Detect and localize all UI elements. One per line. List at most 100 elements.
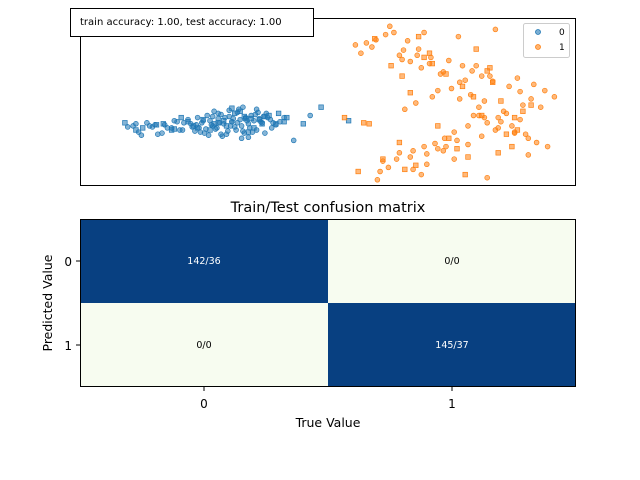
scatter-legend: 0 1 bbox=[523, 23, 570, 58]
scatter-point-class-0-train bbox=[204, 112, 210, 119]
scatter-point-class-1-train bbox=[407, 58, 414, 65]
scatter-point-class-1-test bbox=[509, 143, 515, 150]
scatter-point-class-1-train bbox=[481, 98, 488, 104]
scatter-point-class-1-train bbox=[459, 62, 466, 69]
scatter-point-class-0-test bbox=[160, 121, 166, 127]
scatter-point-class-1-train bbox=[522, 131, 529, 137]
y-tick-label-0: 0 bbox=[64, 255, 72, 269]
x-axis-label: True Value bbox=[295, 415, 361, 430]
scatter-point-class-0-train bbox=[124, 124, 131, 130]
scatter-point-class-0-train bbox=[290, 137, 297, 144]
accuracy-annotation: train accuracy: 1.00, test accuracy: 1.0… bbox=[70, 8, 314, 37]
scatter-point-class-1-train bbox=[520, 102, 526, 108]
scatter-point-class-1-train bbox=[455, 33, 462, 40]
scatter-point-class-1-train bbox=[476, 104, 482, 110]
scatter-point-class-1-train bbox=[456, 79, 463, 86]
scatter-point-class-0-test bbox=[232, 110, 238, 117]
scatter-point-class-1-train bbox=[432, 140, 438, 147]
scatter-point-class-1-train bbox=[396, 52, 403, 59]
scatter-point-class-1-train bbox=[418, 171, 425, 178]
scatter-point-class-1-train bbox=[451, 129, 457, 135]
scatter-point-class-1-test bbox=[503, 131, 510, 137]
matrix-cell-label-0-0: 142/36 bbox=[187, 256, 220, 267]
scatter-point-class-1-train bbox=[525, 135, 532, 142]
scatter-point-class-0-test bbox=[133, 127, 139, 133]
scatter-point-class-0-train bbox=[262, 130, 268, 136]
scatter-point-class-1-test bbox=[421, 54, 427, 61]
scatter-point-class-0-test bbox=[248, 115, 254, 122]
scatter-point-class-1-test bbox=[495, 150, 501, 156]
scatter-point-class-0-test bbox=[178, 114, 184, 121]
scatter-point-class-1-test bbox=[399, 73, 405, 79]
scatter-point-class-0-test bbox=[345, 118, 352, 124]
scatter-point-class-1-test bbox=[388, 63, 394, 69]
scatter-point-class-1-train bbox=[414, 52, 420, 59]
scatter-point-class-0-test bbox=[221, 118, 227, 124]
scatter-point-class-0-test bbox=[318, 104, 324, 110]
scatter-point-class-0-test bbox=[273, 121, 279, 127]
matrix-cell-label-0-1: 0/0 bbox=[444, 256, 459, 267]
scatter-point-class-0-train bbox=[268, 125, 275, 131]
scatter-point-class-0-test bbox=[223, 123, 230, 129]
scatter-point-class-0-train bbox=[197, 129, 204, 135]
scatter-point-class-1-train bbox=[435, 87, 441, 94]
scatter-point-class-1-train bbox=[533, 139, 540, 146]
scatter-point-class-0-test bbox=[256, 116, 263, 123]
scatter-point-class-0-test bbox=[153, 122, 160, 128]
scatter-point-class-0-test bbox=[140, 125, 146, 131]
scatter-point-class-0-test bbox=[122, 120, 128, 126]
scatter-point-class-0-train bbox=[214, 125, 220, 131]
scatter-point-class-1-train bbox=[478, 73, 485, 79]
scatter-point-class-1-test bbox=[426, 50, 433, 56]
scatter-point-class-1-test bbox=[396, 139, 403, 146]
scatter-point-class-1-test bbox=[446, 135, 452, 141]
scatter-point-class-1-train bbox=[358, 50, 364, 56]
scatter-point-class-1-test bbox=[479, 112, 485, 119]
scatter-point-class-0-train bbox=[209, 113, 216, 120]
scatter-point-class-1-train bbox=[415, 46, 422, 52]
scatter-point-class-1-train bbox=[462, 77, 468, 83]
scatter-point-class-0-test bbox=[215, 120, 221, 126]
matrix-axes-frame bbox=[80, 219, 576, 387]
scatter-point-class-0-train bbox=[159, 130, 165, 136]
scatter-point-class-1-train bbox=[528, 96, 534, 102]
scatter-point-class-1-train bbox=[418, 65, 425, 71]
scatter-point-class-0-test bbox=[207, 127, 213, 133]
scatter-point-class-1-train bbox=[387, 23, 393, 30]
scatter-point-class-0-train bbox=[229, 118, 235, 125]
scatter-point-class-1-train bbox=[517, 88, 523, 95]
scatter-point-class-1-train bbox=[509, 123, 515, 129]
scatter-point-class-1-test bbox=[443, 71, 449, 77]
scatter-point-class-1-train bbox=[487, 73, 493, 79]
scatter-point-class-1-train bbox=[495, 114, 501, 121]
scatter-points bbox=[122, 23, 558, 183]
scatter-point-class-1-test bbox=[415, 33, 422, 40]
scatter-point-class-1-train bbox=[542, 87, 548, 94]
y-axis-label: Predicted Value bbox=[40, 254, 55, 351]
scatter-point-class-1-train bbox=[503, 110, 510, 117]
scatter-point-class-1-test bbox=[407, 90, 413, 96]
scatter-point-class-0-train bbox=[238, 135, 245, 142]
scatter-point-class-1-test bbox=[473, 46, 479, 52]
scatter-point-class-1-train bbox=[446, 57, 452, 64]
scatter-point-class-1-train bbox=[498, 118, 504, 125]
matrix-cell-1-0 bbox=[80, 303, 328, 387]
scatter-point-class-0-train bbox=[225, 128, 231, 134]
scatter-point-class-1-train bbox=[385, 164, 392, 171]
legend-marker-1 bbox=[535, 44, 541, 50]
matrix-cell-0-0 bbox=[80, 219, 328, 303]
scatter-point-class-0-train bbox=[133, 121, 139, 127]
scatter-point-class-0-test bbox=[190, 123, 197, 129]
scatter-point-class-1-test bbox=[498, 98, 504, 104]
scatter-point-class-1-train bbox=[413, 100, 419, 106]
scatter-point-class-1-train bbox=[537, 104, 544, 110]
scatter-point-class-0-test bbox=[262, 113, 268, 120]
scatter-point-class-1-train bbox=[514, 75, 521, 81]
scatter-point-class-1-train bbox=[421, 143, 427, 150]
scatter-point-class-1-train bbox=[396, 150, 403, 156]
scatter-point-class-1-train bbox=[473, 62, 479, 69]
scatter-point-class-0-test bbox=[259, 121, 265, 127]
scatter-point-class-1-train bbox=[551, 94, 558, 100]
legend-marker-0 bbox=[535, 29, 541, 35]
